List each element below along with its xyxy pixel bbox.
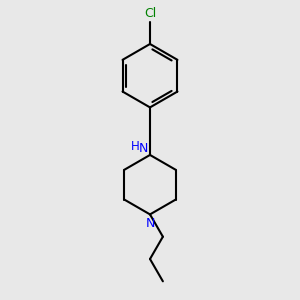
Text: H: H [131,140,140,152]
Text: N: N [139,142,148,154]
Text: Cl: Cl [144,7,156,20]
Text: N: N [145,218,155,230]
